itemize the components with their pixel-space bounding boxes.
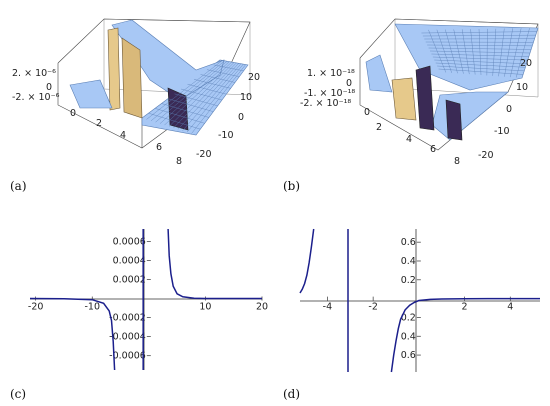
panel-a-surface: [69, 19, 249, 136]
mesh-line: [431, 53, 529, 57]
panel-a-z-tick-label: 0: [46, 82, 52, 93]
panel-b-y-tick-label: 10: [516, 82, 528, 93]
mesh-line: [438, 68, 524, 75]
x-tick-label: -20: [28, 302, 44, 313]
panel-a-x-tick-label: 2: [96, 118, 102, 129]
panel-a-y-tick-label: 20: [248, 72, 260, 83]
x-tick-label: 2: [462, 302, 468, 313]
x-tick-label: 10: [199, 302, 211, 313]
y-tick-label: 0.2: [401, 275, 416, 286]
mesh-line: [515, 28, 530, 78]
y-tick-label: 0.0002: [113, 274, 146, 285]
panel-b-y-tick-label: 20: [520, 58, 532, 69]
x-tick-label: -10: [84, 302, 100, 313]
panel-c-label: (c): [10, 387, 26, 401]
panel-b-floor-left: [365, 54, 393, 93]
panel-a-surface-grid: [146, 60, 246, 134]
panel-b-z-tick-label: 0: [346, 78, 352, 89]
panel-a-y-tick-label: -20: [196, 149, 212, 160]
panel-a-y-tick-label: 0: [238, 112, 244, 123]
panel-b-label: (b): [283, 179, 300, 193]
y-tick-label: 0.2: [401, 312, 416, 323]
panel-b-z-ticks: 1. × 10⁻¹⁸ 0 -1. × 10⁻¹⁸ -2. × 10⁻¹⁸: [300, 68, 355, 109]
panel-b-y-ticks: 20 10 0 -10 -20: [478, 58, 532, 161]
panel-a-z-tick-label: 2. × 10⁻⁶: [12, 68, 56, 79]
y-tick-label: 0.4: [401, 256, 416, 267]
panel-c-series: [29, 228, 262, 371]
panel-a-x-tick-label: 8: [176, 156, 182, 167]
y-tick-label: 0.0004: [113, 255, 146, 266]
x-tick-label: -4: [323, 302, 332, 313]
panel-b-y-tick-label: 0: [506, 104, 512, 115]
panel-d-label: (d): [283, 387, 300, 401]
x-tick-label: 4: [507, 302, 513, 313]
panel-a: 2. × 10⁻⁶ 0 -2. × 10⁻⁶ 0 2 4 6 8 20 10 0…: [10, 18, 260, 193]
curve-branch: [390, 297, 540, 373]
mesh-line: [213, 64, 244, 72]
y-tick-label: 0.0006: [113, 236, 146, 247]
panel-a-y-ticks: 20 10 0 -10 -20: [196, 72, 260, 160]
panel-a-z-ticks: 2. × 10⁻⁶ 0 -2. × 10⁻⁶: [12, 68, 60, 103]
y-tick-label: 0.4: [401, 331, 416, 342]
panel-b: 1. × 10⁻¹⁸ 0 -1. × 10⁻¹⁸ -2. × 10⁻¹⁸ 0 2…: [283, 18, 539, 193]
mesh-line: [504, 28, 513, 77]
panel-a-floor-left: [69, 79, 113, 109]
mesh-line: [435, 62, 526, 68]
mesh-line: [186, 64, 244, 133]
y-tick-label: -0.0004: [109, 332, 146, 343]
panel-a-y-tick-label: 10: [240, 92, 252, 103]
panel-b-z-tick-label: -2. × 10⁻¹⁸: [300, 98, 351, 109]
panel-a-label: (a): [10, 179, 27, 193]
panel-a-wall-left: [107, 27, 121, 111]
x-tick-label: 20: [256, 302, 268, 313]
y-tick-label: -0.0006: [109, 351, 146, 362]
panel-b-surface-grid: [421, 28, 537, 78]
panel-a-x-ticks: 0 2 4 6 8: [70, 108, 182, 167]
mesh-line: [191, 64, 246, 134]
panel-d: -4 -2 2 4 0.6 0.4 0.2 0.2 0.4 0.6 (d): [283, 228, 540, 401]
panel-b-x-tick-label: 6: [430, 144, 436, 155]
panel-b-z-tick-label: -1. × 10⁻¹⁸: [304, 88, 355, 99]
curve-branch: [29, 297, 116, 371]
panel-a-x-tick-label: 0: [70, 108, 76, 119]
mesh-line: [498, 28, 505, 77]
panel-a-x-tick-label: 6: [156, 142, 162, 153]
panel-b-x-tick-label: 0: [364, 107, 370, 118]
panel-d-x-ticks: -4 -2 2 4: [323, 296, 513, 313]
mesh-line: [437, 65, 525, 72]
panel-c-y-ticks: 0.0006 0.0004 0.0002 -0.0002 -0.0004 -0.0006: [109, 236, 151, 362]
mesh-line: [492, 28, 497, 76]
y-tick-label: 0.6: [401, 350, 416, 361]
panel-c: -20 -10 10 20 0.0006 0.0004 0.0002 -0.0002 -0.0…: [10, 228, 268, 401]
panel-a-z-tick-label: -2. × 10⁻⁶: [12, 92, 60, 103]
y-tick-label: 0.6: [401, 237, 416, 248]
panel-b-y-tick-label: -10: [494, 126, 510, 137]
curve-branch: [299, 228, 315, 294]
panel-b-wall-mid: [415, 65, 435, 131]
mesh-line: [486, 28, 488, 76]
x-tick-label: -2: [368, 302, 377, 313]
panel-b-wall-left: [391, 77, 417, 121]
panel-b-z-tick-label: 1. × 10⁻¹⁸: [307, 68, 355, 79]
mesh-line: [434, 59, 527, 64]
panel-b-surface: [365, 23, 539, 141]
panel-b-x-tick-label: 2: [376, 122, 382, 133]
panel-b-y-tick-label: -20: [478, 150, 494, 161]
panel-b-x-tick-label: 8: [454, 156, 460, 167]
curve-branch: [167, 228, 262, 300]
panel-a-wall-mid: [121, 37, 143, 119]
mesh-line: [429, 50, 531, 54]
panel-b-x-ticks: 0 2 4 6 8: [364, 107, 460, 167]
panel-a-y-tick-label: -10: [218, 130, 234, 141]
panel-b-wall-right: [445, 99, 463, 141]
panel-d-y-ticks: 0.6 0.4 0.2 0.2 0.4 0.6: [401, 237, 421, 361]
panel-b-x-tick-label: 4: [406, 134, 412, 145]
mesh-line: [432, 56, 528, 61]
panel-d-series: [299, 228, 540, 373]
y-tick-label: -0.0002: [109, 313, 146, 324]
mesh-line: [510, 28, 522, 78]
panel-a-x-tick-label: 4: [120, 130, 126, 141]
